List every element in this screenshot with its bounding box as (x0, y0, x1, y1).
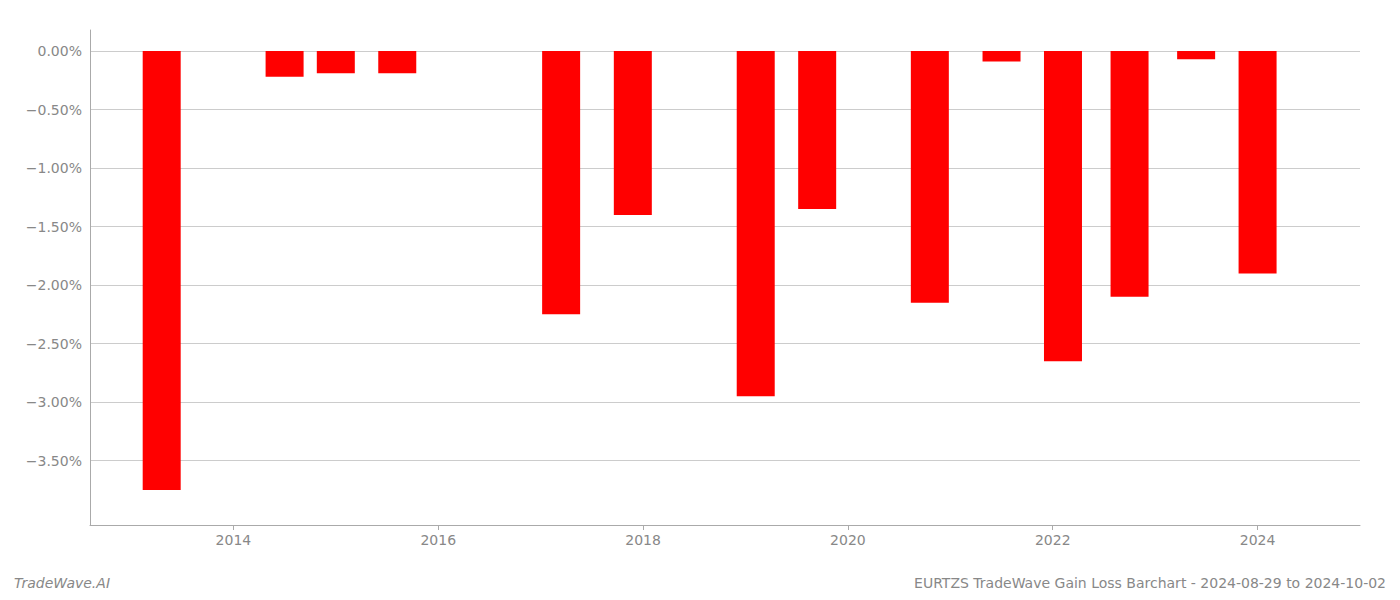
svg-text:2022: 2022 (1035, 532, 1071, 548)
svg-text:−2.50%: −2.50% (26, 336, 82, 352)
svg-text:EURTZS TradeWave Gain Loss Bar: EURTZS TradeWave Gain Loss Barchart - 20… (914, 575, 1386, 591)
svg-text:TradeWave.AI: TradeWave.AI (14, 575, 110, 591)
svg-text:2020: 2020 (830, 532, 866, 548)
svg-text:−2.00%: −2.00% (26, 277, 82, 293)
svg-text:2014: 2014 (216, 532, 252, 548)
svg-text:2016: 2016 (420, 532, 456, 548)
svg-text:−3.50%: −3.50% (26, 453, 82, 469)
svg-text:2018: 2018 (625, 532, 661, 548)
svg-text:2024: 2024 (1240, 532, 1276, 548)
svg-text:−0.50%: −0.50% (26, 102, 82, 118)
svg-text:−3.00%: −3.00% (26, 394, 82, 410)
svg-text:−1.50%: −1.50% (26, 219, 82, 235)
svg-text:−1.00%: −1.00% (26, 160, 82, 176)
svg-text:0.00%: 0.00% (38, 43, 82, 59)
